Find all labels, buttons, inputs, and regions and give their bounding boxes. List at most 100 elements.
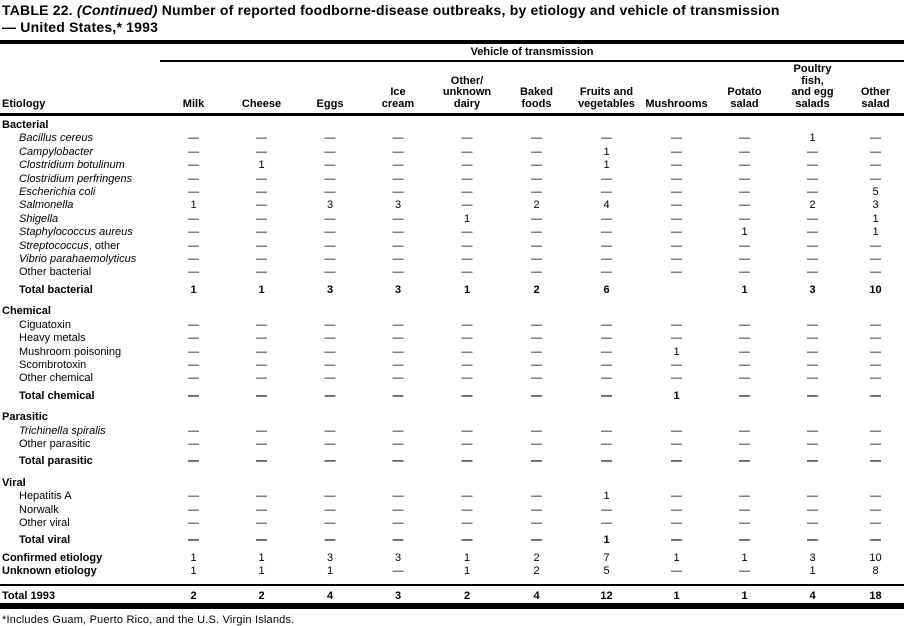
table-cell: — bbox=[188, 358, 199, 371]
table-cell: — bbox=[671, 212, 682, 225]
table-cell: — bbox=[807, 455, 818, 468]
table-title-line2: — United States,* 1993 bbox=[2, 19, 159, 35]
column-header: Eggs bbox=[316, 97, 344, 110]
row-label: Bacterial bbox=[2, 119, 49, 131]
table-cell: — bbox=[256, 145, 267, 158]
table-cell: — bbox=[256, 186, 267, 199]
table-cell: — bbox=[870, 318, 881, 331]
table-row: Heavy metals — — — — — — — — — — — bbox=[0, 332, 904, 345]
table-cell: — bbox=[531, 226, 542, 239]
table-cell: — bbox=[392, 389, 404, 402]
table-number: TABLE 22. bbox=[2, 2, 73, 18]
table-cell: — bbox=[461, 159, 473, 172]
table-cell: — bbox=[461, 490, 473, 503]
table-cell: — bbox=[188, 172, 199, 185]
table-cell: — bbox=[531, 389, 542, 402]
table-cell: — bbox=[392, 253, 404, 266]
table-cell: — bbox=[188, 186, 199, 199]
table-row: Other viral — — — — — — — — — — — bbox=[0, 517, 904, 530]
section-header-row: Viral bbox=[0, 477, 904, 490]
table-cell: — bbox=[671, 318, 682, 331]
table-cell: — bbox=[188, 516, 199, 529]
table-cell: — bbox=[256, 490, 267, 503]
column-header-row: Etiology Milk Cheese Eggs Ice cream Other/ u… bbox=[0, 62, 904, 113]
row-label: Escherichia coli bbox=[19, 186, 96, 199]
table-cell: — bbox=[601, 172, 612, 185]
table-cell: — bbox=[601, 318, 612, 331]
table-bottom-rule bbox=[0, 603, 904, 609]
table-cell: — bbox=[461, 455, 473, 468]
table-cell: — bbox=[870, 159, 881, 172]
table-cell: — bbox=[807, 239, 818, 252]
table-cell: 3 bbox=[326, 199, 334, 212]
table-cell: — bbox=[601, 516, 612, 529]
table-cell: 1 bbox=[673, 389, 680, 402]
table-cell: — bbox=[739, 372, 750, 385]
table-cell: — bbox=[392, 503, 404, 516]
table-cell: 1 bbox=[603, 534, 610, 547]
table-cell: 1 bbox=[673, 589, 680, 602]
vehicle-header-row: Vehicle of transmission bbox=[0, 46, 904, 62]
table-cell: — bbox=[601, 455, 612, 468]
table-cell: — bbox=[807, 534, 818, 547]
table-cell: — bbox=[392, 145, 404, 158]
table-cell: — bbox=[671, 172, 682, 185]
table-cell: — bbox=[671, 455, 682, 468]
table-cell: 3 bbox=[872, 199, 879, 212]
table-cell: 3 bbox=[326, 283, 334, 296]
table-cell: — bbox=[739, 199, 750, 212]
table-cell: — bbox=[461, 358, 473, 371]
table-cell: 1 bbox=[190, 283, 197, 296]
table-cell: — bbox=[392, 132, 404, 145]
table-cell: 4 bbox=[603, 199, 610, 212]
table-cell: — bbox=[256, 318, 267, 331]
table-cell: — bbox=[188, 159, 199, 172]
header-divider-rule bbox=[0, 113, 904, 116]
table-cell: — bbox=[392, 159, 404, 172]
table-cell: — bbox=[392, 490, 404, 503]
table-cell: 1 bbox=[809, 132, 816, 145]
table-cell: — bbox=[256, 132, 267, 145]
table-cell: — bbox=[188, 437, 199, 450]
table-row: Total viral — — — — — — 1 — — — — bbox=[0, 534, 904, 547]
table-row: Clostridium perfringens — — — — — — — — — — — bbox=[0, 173, 904, 186]
table-cell: — bbox=[392, 318, 404, 331]
table-cell: 2 bbox=[533, 551, 540, 564]
table-cell: — bbox=[807, 212, 818, 225]
row-label: Other viral bbox=[19, 516, 70, 529]
table-cell: 4 bbox=[533, 589, 540, 602]
table-cell: — bbox=[739, 145, 750, 158]
table-cell: — bbox=[324, 132, 336, 145]
table-cell: — bbox=[392, 172, 404, 185]
table-cell: — bbox=[461, 372, 473, 385]
title-divider-rule bbox=[0, 40, 904, 44]
table-cell: — bbox=[392, 212, 404, 225]
table-cell: — bbox=[739, 172, 750, 185]
table-row: Total chemical — — — — — — — 1 — — — bbox=[0, 390, 904, 403]
row-label: Streptococcus, other bbox=[19, 239, 120, 252]
table-cell: — bbox=[256, 212, 267, 225]
table-cell: 1 bbox=[463, 283, 471, 296]
table-cell: — bbox=[256, 266, 267, 279]
row-label: Viral bbox=[2, 476, 26, 489]
table-row: Confirmed etiology 1 1 3 3 1 2 7 1 1 3 10 bbox=[0, 552, 904, 565]
table-cell: — bbox=[324, 372, 336, 385]
table-row: Total parasitic — — — — — — — — — — — bbox=[0, 455, 904, 468]
table-cell: — bbox=[256, 455, 267, 468]
table-cell: — bbox=[392, 186, 404, 199]
table-cell: — bbox=[188, 239, 199, 252]
table-row: Other chemical — — — — — — — — — — — bbox=[0, 372, 904, 385]
table-cell: — bbox=[461, 145, 473, 158]
table-cell: — bbox=[531, 332, 542, 345]
row-label: Clostridium perfringens bbox=[19, 172, 133, 185]
table-cell: — bbox=[601, 345, 612, 358]
table-cell: — bbox=[461, 534, 473, 547]
table-cell: — bbox=[461, 199, 473, 212]
table-cell: 1 bbox=[741, 283, 748, 296]
table-cell: 1 bbox=[603, 145, 610, 158]
table-cell: 1 bbox=[673, 551, 680, 564]
table-cell: — bbox=[531, 437, 542, 450]
table-cell: — bbox=[256, 239, 267, 252]
table-cell: — bbox=[531, 212, 542, 225]
